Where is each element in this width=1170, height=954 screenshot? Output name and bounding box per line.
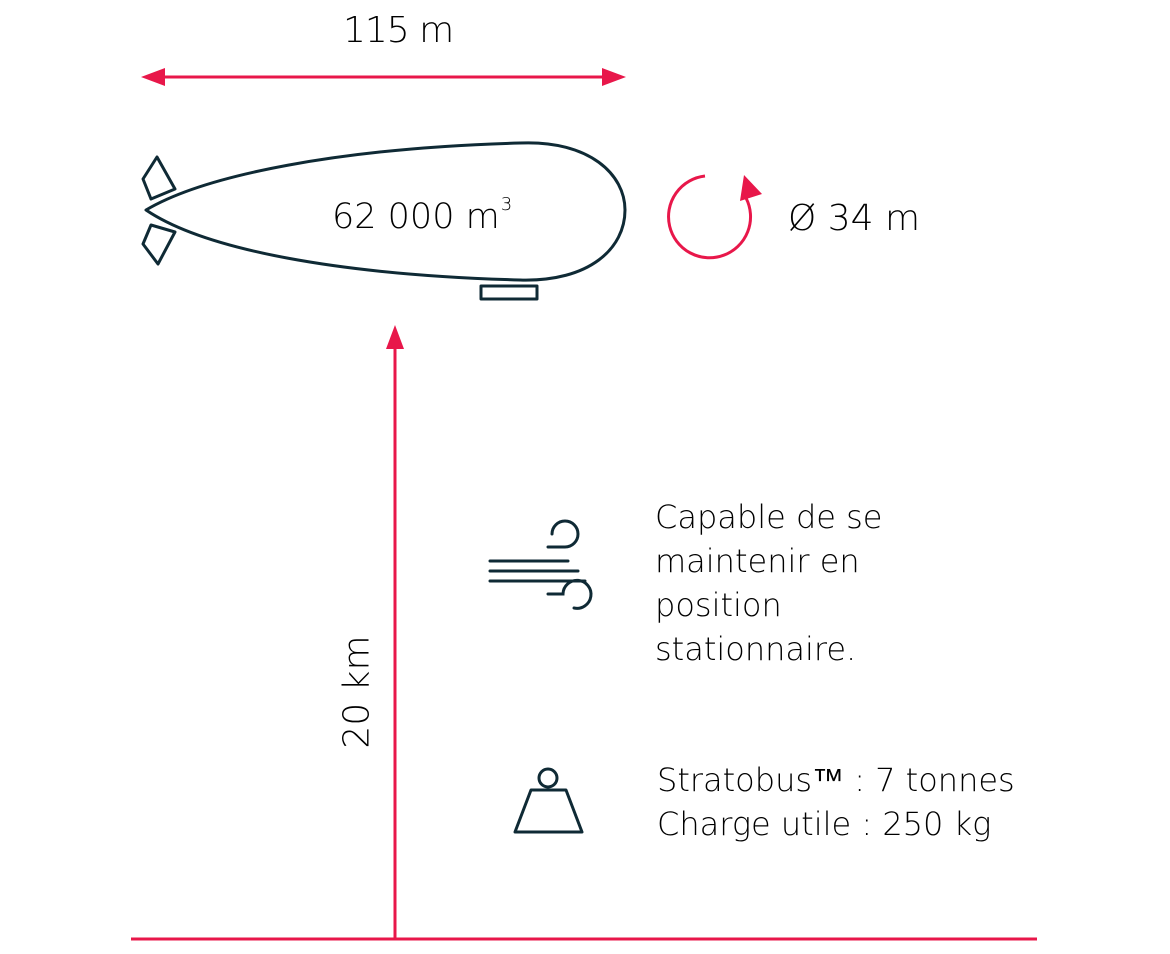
length-arrow (141, 68, 626, 86)
rotation-arrow-icon (667, 174, 762, 260)
weight-caption-line: Charge utile : 250 kg (657, 805, 992, 843)
volume-exponent: 3 (500, 194, 513, 215)
altitude-label: 20 km (336, 635, 378, 749)
wind-caption-line: maintenir en (655, 542, 860, 580)
wind-icon (488, 519, 593, 610)
wind-caption-line: position (655, 586, 782, 624)
airship-icon (141, 141, 627, 301)
wind-caption-line: stationnaire. (655, 630, 857, 668)
length-label: 115 m (343, 10, 454, 51)
altitude-arrow (386, 325, 404, 938)
volume-label: 62 000 m3 (332, 194, 512, 237)
wind-caption-line: Capable de se (655, 498, 883, 536)
volume-value: 62 000 m (332, 197, 500, 237)
weight-icon (513, 767, 584, 834)
weight-caption: Stratobus™ : 7 tonnes Charge utile : 250… (657, 758, 1015, 846)
wind-caption: Capable de se maintenir en position stat… (655, 495, 955, 671)
weight-caption-line: Stratobus™ : 7 tonnes (657, 761, 1015, 799)
diameter-label: Ø 34 m (788, 198, 921, 239)
